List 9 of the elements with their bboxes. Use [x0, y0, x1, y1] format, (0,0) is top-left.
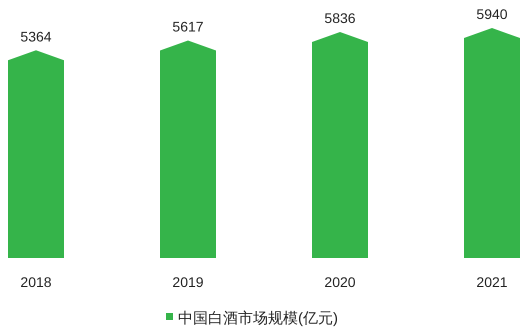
data-label: 5617 [172, 18, 204, 35]
x-tick-label: 2021 [476, 274, 508, 290]
data-label: 5940 [476, 6, 508, 22]
x-tick-label: 2020 [324, 274, 356, 290]
x-tick-label: 2018 [20, 274, 52, 290]
x-tick-label: 2019 [172, 274, 204, 290]
legend-label: 中国白酒市场规模(亿元) [178, 310, 338, 327]
data-label: 5836 [324, 10, 356, 26]
data-label: 5364 [20, 28, 52, 44]
